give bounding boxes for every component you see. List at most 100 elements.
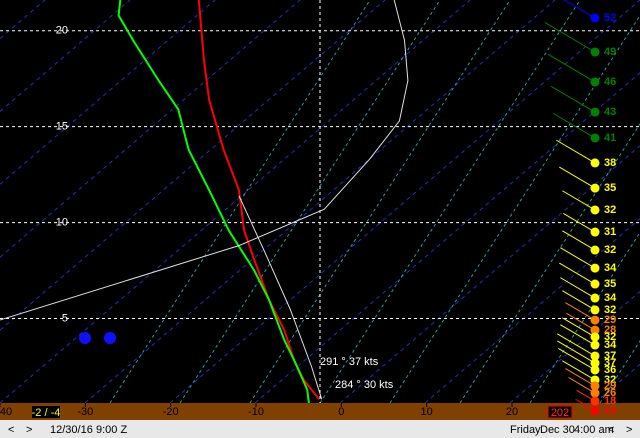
- wind-barb: [552, 112, 596, 139]
- wind-dot: [590, 325, 600, 335]
- wind-dot: [590, 47, 600, 57]
- wind-speed-label: 32: [604, 331, 616, 343]
- wind-barb: [562, 317, 596, 338]
- wind-dot: [590, 227, 600, 237]
- wind-dot: [590, 332, 600, 342]
- profile-line: [0, 0, 409, 321]
- x-tick-label: 20: [506, 406, 518, 418]
- wind-dot: [590, 205, 600, 215]
- local-date: Dec 30: [540, 424, 575, 436]
- local-time: 4:00 am: [574, 424, 614, 436]
- wind-speed-label: 28: [604, 324, 616, 336]
- x-tick-label: -10: [248, 406, 264, 418]
- adiabat: [249, 0, 511, 404]
- wind-dot: [590, 358, 600, 368]
- marker-dot: [104, 332, 116, 344]
- y-tick-label: 15: [56, 121, 68, 133]
- x-tick-label: 10: [421, 406, 433, 418]
- wind-dot: [590, 158, 600, 168]
- isotherm: [0, 0, 301, 258]
- status-texts: < > 12/30/16 9:00 Z Friday Dec 30 4:00 a…: [8, 424, 632, 436]
- adiabat: [109, 0, 371, 404]
- adiabat: [319, 0, 581, 404]
- x-tick-label: -20: [163, 406, 179, 418]
- y-tick-label: 5: [62, 312, 68, 324]
- x-tick-label: -30: [77, 406, 93, 418]
- wind-dot: [590, 396, 600, 406]
- prev-button[interactable]: <: [608, 424, 614, 436]
- wind-barb: [560, 247, 596, 269]
- wind-barb: [555, 139, 596, 164]
- wind-barb: [559, 166, 596, 189]
- isotherm: [0, 0, 386, 331]
- value-box: [547, 405, 573, 419]
- isotherm: [0, 0, 471, 404]
- wind-speed-label: 52: [604, 12, 616, 24]
- time: 9:00 Z: [96, 424, 127, 436]
- background-lines: [0, 0, 640, 404]
- wind-speed-label: 43: [604, 106, 616, 118]
- wind-dot: [590, 365, 600, 375]
- wind-dot: [590, 107, 600, 117]
- wind-speed-label: 34: [604, 262, 617, 274]
- wind-dot: [590, 315, 600, 325]
- x-axis-bar: [0, 403, 640, 420]
- isotherm: [0, 0, 131, 113]
- profile-line: [238, 195, 323, 400]
- wind-speed-label: 29: [604, 380, 616, 392]
- x-tick-label: 40: [0, 406, 12, 418]
- wind-barb: [560, 277, 596, 299]
- next-button[interactable]: >: [626, 424, 632, 436]
- wind-barb: [558, 347, 596, 371]
- wind-speed-label: 26: [604, 387, 616, 399]
- wind-dot: [590, 263, 600, 273]
- adiabat: [459, 123, 640, 404]
- wind-dot: [590, 77, 600, 87]
- x-tick-label: 0: [338, 406, 344, 418]
- status-bar: [0, 420, 640, 438]
- box-label: 202: [551, 407, 569, 419]
- wind-barb: [566, 312, 596, 331]
- wind-speed-label: 19: [604, 405, 616, 417]
- wind-speed-label: 32: [604, 244, 616, 256]
- wind-barb: [557, 340, 596, 364]
- wind-dot: [590, 351, 600, 361]
- wind-speed-label: 35: [604, 278, 616, 290]
- wind-barb: [562, 230, 596, 251]
- wind-dot: [590, 381, 600, 391]
- annotation: 291 ° 37 kts: [320, 356, 379, 368]
- wind-barb: [565, 302, 596, 321]
- wind-barb: [562, 360, 596, 381]
- adiabat: [179, 0, 441, 404]
- surface-box: [32, 406, 60, 418]
- wind-dot: [590, 388, 600, 398]
- date: 12/30/16: [50, 424, 93, 436]
- wind-speed-label: 35: [604, 182, 616, 194]
- surface-label: -2 / -4: [32, 407, 61, 419]
- wind-speed-label: 46: [604, 76, 616, 88]
- wind-speed-label: 32: [604, 304, 616, 316]
- wind-barb: [568, 376, 596, 394]
- wind-barb: [550, 85, 596, 113]
- wind-speed-label: 31: [604, 226, 616, 238]
- next-button[interactable]: >: [26, 424, 32, 436]
- wind-barb: [547, 53, 596, 83]
- prev-button[interactable]: <: [8, 424, 14, 436]
- adiabat: [529, 231, 640, 404]
- wind-dot: [590, 13, 600, 23]
- wind-speed-label: 34: [604, 339, 617, 351]
- isotherm: [169, 0, 640, 404]
- wind-barb: [562, 290, 596, 311]
- adiabat: [389, 14, 640, 404]
- wind-speed-label: 49: [604, 46, 616, 58]
- wind-speed-label: 37: [604, 357, 616, 369]
- profile-line: [117, 0, 310, 404]
- wind-speed-label: 38: [604, 157, 616, 169]
- wind-speed-label: 37: [604, 350, 616, 362]
- y-tick-label: 10: [56, 217, 68, 229]
- wind-dot: [590, 183, 600, 193]
- wind-dot: [590, 340, 600, 350]
- wind-barb: [560, 324, 596, 346]
